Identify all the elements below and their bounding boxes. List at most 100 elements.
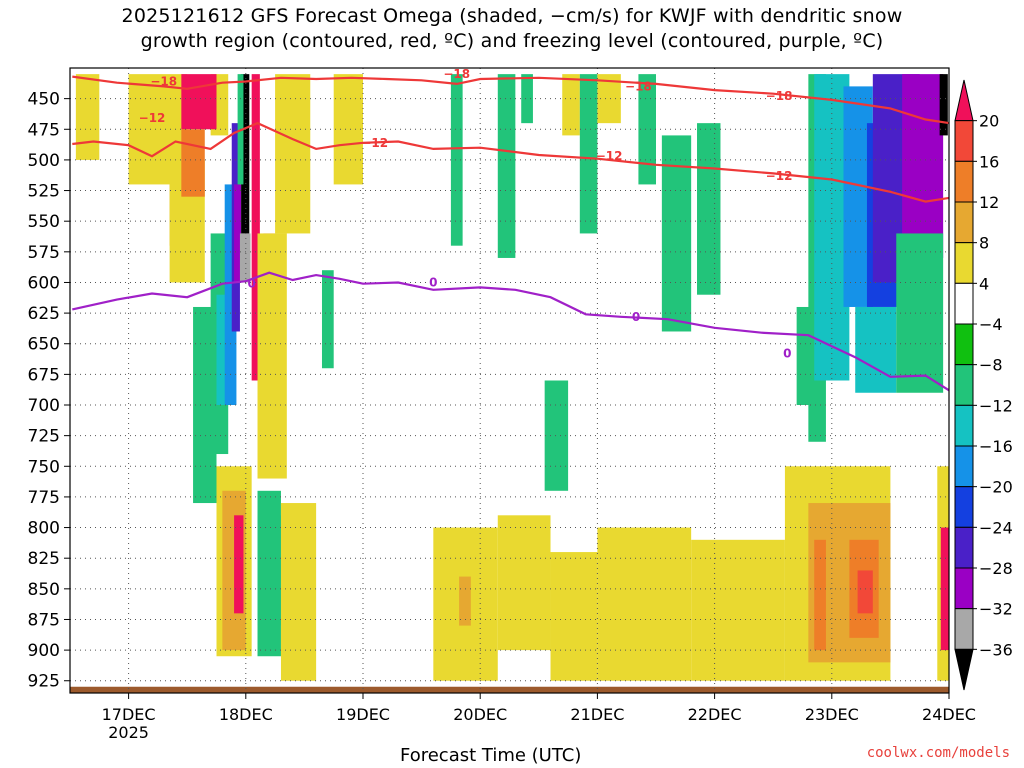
contour-label-2: −18 [625,79,652,93]
shade-region-44 [855,306,897,393]
colorbar-swatch-2 [954,160,974,203]
contour-line-1 [72,121,949,203]
x-tick-label-24DEC: 24DEC [922,705,976,724]
shade-region-52 [597,527,692,681]
contour-label-7: −12 [766,169,793,183]
colorbar-swatch-8 [954,404,974,447]
shade-region-5 [181,74,217,130]
contour-label-6: −12 [596,149,623,163]
y-tick-label-450: 450 [28,90,60,110]
contour-label-1: −18 [443,67,470,81]
colorbar-label-2: 12 [979,193,999,212]
colorbar-cap-bottom [954,648,974,691]
shade-region-49 [459,576,471,626]
colorbar-swatch-13 [954,608,974,650]
y-tick-label-700: 700 [28,396,60,416]
y-tick-label-675: 675 [28,365,60,385]
shade-region-47 [280,503,317,681]
shade-region-46 [939,74,948,136]
colorbar-swatch-6 [954,323,974,366]
colorbar-label-8: −16 [979,437,1013,456]
contour-label-11: 0 [783,347,791,361]
colorbar-label-6: −8 [979,356,1003,375]
watermark: coolwx.com/models [866,745,1010,761]
shade-region-15 [241,74,250,234]
x-tick-label-21DEC: 21DEC [570,705,624,724]
y-tick-label-725: 725 [28,427,60,447]
colorbar-swatch-9 [954,445,974,488]
shade-region-27 [450,74,463,246]
chart-title-line1: 2025121612 GFS Forecast Omega (shaded, −… [121,5,903,27]
colorbar-label-7: −12 [979,396,1013,415]
shade-region-29 [521,74,533,124]
x-tick-sublabel-year: 2025 [108,723,149,742]
contour-labels: −18 −18 −18 −18 −12 −12 −12 −12 0 0 0 0 [139,67,793,360]
shade-region-33 [597,74,621,124]
colorbar-swatch-5 [954,282,974,325]
shade-region-32 [579,74,598,234]
y-tick-label-925: 925 [28,672,60,692]
colorbar-swatch-3 [954,201,974,244]
shade-region-45 [896,233,944,393]
x-tick-label-22DEC: 22DEC [688,705,742,724]
contour-label-9: 0 [429,275,437,289]
x-axis: 17DEC 18DEC 19DEC 20DEC 21DEC 22DEC 23DEC 24DEC… [102,693,976,742]
shade-region-28 [497,74,516,258]
shade-region-35 [661,135,692,332]
contour-label-3: −18 [766,89,793,103]
colorbar-label-9: −20 [979,478,1013,497]
shade-region-60 [940,527,949,651]
shade-region-23 [234,515,244,614]
x-tick-label-20DEC: 20DEC [453,705,507,724]
contour-lines [72,75,949,392]
colorbar-label-4: 4 [979,274,989,293]
shade-region-30 [544,380,569,491]
colorbar-swatch-4 [954,242,974,284]
shade-region-14 [234,184,242,283]
y-tick-label-850: 850 [28,580,60,600]
shade-region-26 [321,270,334,369]
shade-region-16 [239,233,251,283]
contour-line-0 [72,75,949,125]
shade-region-58 [857,570,873,614]
y-tick-label-475: 475 [28,120,60,140]
plot-frame [69,67,950,694]
x-tick-label-17DEC: 17DEC [102,705,156,724]
colorbar-label-3: 8 [979,234,989,253]
chart-title-line2: growth region (contoured, red, ºC) and f… [140,30,884,52]
shade-region-20 [257,233,287,479]
x-axis-label: Forecast Time (UTC) [400,745,582,766]
x-tick-label-23DEC: 23DEC [805,705,859,724]
x-tick-label-19DEC: 19DEC [336,705,390,724]
shade-region-6 [181,129,205,197]
y-tick-label-650: 650 [28,335,60,355]
shade-region-8 [333,74,363,185]
y-axis: 450 475 500 525 550 575 600 625 650 675 700 725 750 7… [28,90,70,692]
shade-region-34 [638,74,656,185]
y-tick-label-575: 575 [28,243,60,263]
contour-label-4: −12 [139,111,166,125]
shade-region-50 [497,515,551,651]
y-tick-label-600: 600 [28,273,60,293]
colorbar-swatch-12 [954,567,974,610]
shade-region-25 [257,490,281,657]
contour-label-8: 0 [247,277,255,291]
contour-line-2 [72,271,949,392]
shade-region-51 [550,552,598,681]
colorbar-label-11: −28 [979,559,1013,578]
shade-region-11 [216,294,229,406]
colorbar-label-13: −36 [979,640,1013,659]
colorbar-swatch-11 [954,526,974,569]
y-tick-label-525: 525 [28,182,60,202]
shade-region-39 [814,74,850,381]
y-tick-label-775: 775 [28,488,60,508]
shade-region-36 [697,123,721,295]
colorbar-swatch-10 [954,486,974,528]
shade-region-43 [902,74,944,258]
y-tick-label-900: 900 [28,641,60,661]
colorbar-cap-top [954,79,974,122]
contour-label-0: −18 [150,74,177,88]
y-tick-label-875: 875 [28,610,60,630]
